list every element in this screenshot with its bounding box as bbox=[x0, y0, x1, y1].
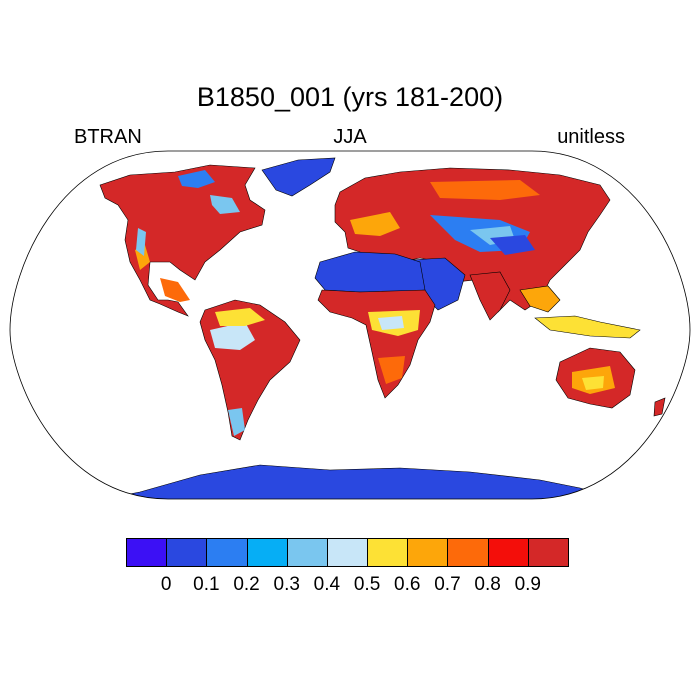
units-label: unitless bbox=[557, 126, 625, 148]
colorbar-tick-label: 0.5 bbox=[353, 574, 381, 595]
greenland bbox=[261, 157, 336, 197]
colorbar bbox=[126, 538, 569, 567]
europe-orange bbox=[350, 212, 400, 236]
siberia-yellow bbox=[430, 180, 540, 200]
colorbar-tick-label: 0.1 bbox=[193, 574, 220, 595]
north-america-south bbox=[160, 278, 190, 302]
colorbar-tick-label: 0 bbox=[160, 574, 172, 595]
colorbar-swatch bbox=[447, 538, 489, 567]
colorbar-tick-label: 0.7 bbox=[434, 574, 461, 595]
colorbar-swatch bbox=[246, 538, 288, 567]
patagonia bbox=[228, 408, 245, 436]
australia-core bbox=[582, 376, 604, 390]
colorbar-swatch bbox=[166, 538, 208, 567]
colorbar-swatch bbox=[407, 538, 449, 567]
india bbox=[469, 271, 511, 321]
variable-label: BTRAN bbox=[74, 126, 142, 148]
colorbar-swatch bbox=[286, 538, 328, 567]
amazon-dry bbox=[210, 322, 255, 350]
globe-outline bbox=[9, 150, 691, 500]
africa-south bbox=[317, 289, 436, 399]
colorbar-swatch bbox=[487, 538, 529, 567]
colorbar-tick-label: 0.4 bbox=[313, 574, 341, 595]
canada-blue bbox=[178, 170, 215, 188]
kalahari bbox=[378, 356, 405, 384]
amazon-mid bbox=[215, 308, 265, 326]
colorbar-swatch bbox=[367, 538, 409, 567]
tibet-blue bbox=[490, 235, 535, 255]
canada-light bbox=[210, 195, 240, 214]
indonesia bbox=[534, 315, 641, 339]
colorbar-swatch bbox=[527, 538, 569, 567]
land-layer bbox=[99, 157, 666, 499]
colorbar-tick-label: 0.6 bbox=[394, 574, 421, 595]
colorbar-swatch bbox=[126, 538, 168, 567]
se-asia bbox=[519, 285, 561, 313]
colorbar-tick-label: 0.3 bbox=[273, 574, 300, 595]
north-america-dry bbox=[136, 228, 146, 256]
colorbar-tick-label: 0.9 bbox=[514, 574, 542, 595]
colorbar-swatch bbox=[326, 538, 369, 567]
colorbar-labels: 0 0.1 0.2 0.3 0.4 0.5 0.6 0.7 0.8 0.9 bbox=[0, 574, 700, 598]
figure-title: B1850_001 (yrs 181-200) bbox=[196, 82, 504, 112]
colorbar-tick-label: 0.8 bbox=[474, 574, 501, 595]
season-label: JJA bbox=[333, 126, 367, 148]
antarctica bbox=[99, 464, 621, 499]
congo-light bbox=[378, 316, 404, 330]
colorbar-tick-label: 0.2 bbox=[233, 574, 260, 595]
new-zealand bbox=[653, 397, 666, 417]
colorbar-swatch bbox=[206, 538, 248, 567]
